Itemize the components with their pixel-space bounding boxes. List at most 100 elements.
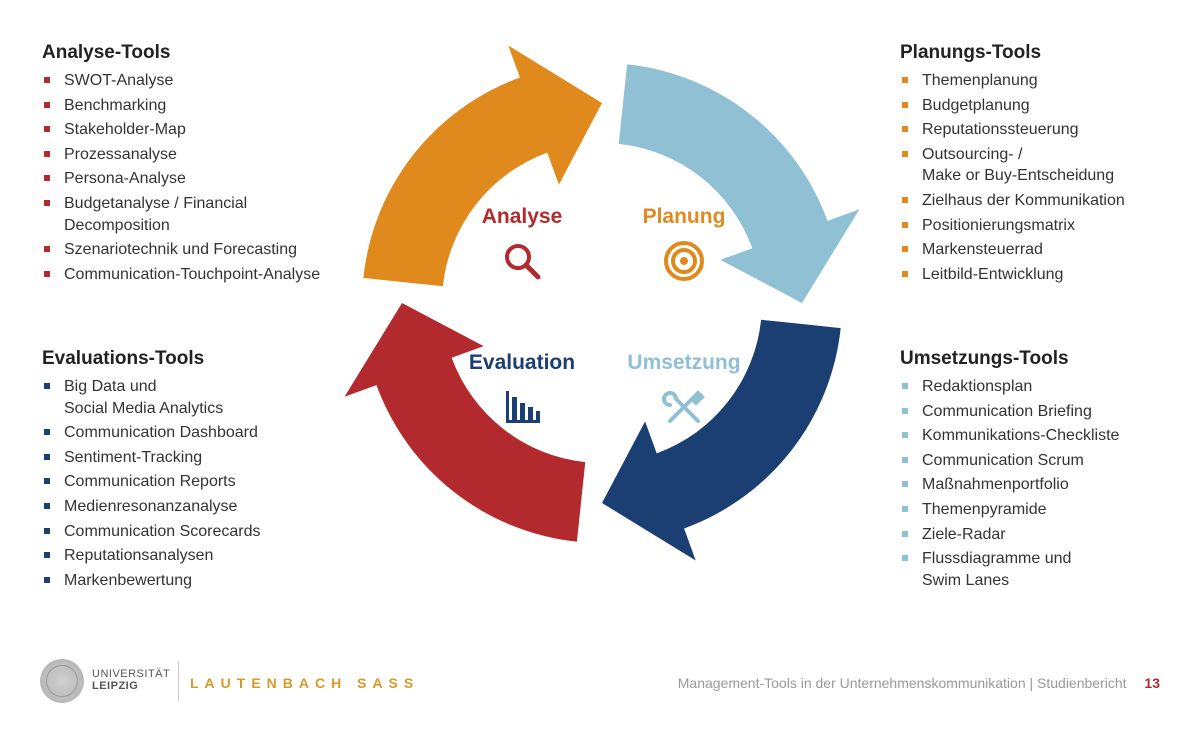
list-item: Outsourcing- / Make or Buy-Entscheidung — [900, 144, 1170, 187]
list-item-label: Reputationsanalysen — [64, 547, 213, 564]
list-item: Themenpyramide — [900, 499, 1170, 521]
bullet-icon — [902, 481, 908, 487]
list-item: SWOT-Analyse — [42, 70, 342, 92]
list-item: Budgetplanung — [900, 95, 1170, 117]
bullet-icon — [902, 197, 908, 203]
evaluation-tools-list: Big Data und Social Media Analytics Commu… — [42, 376, 342, 591]
list-item-label: Themenplanung — [922, 72, 1038, 89]
list-item-label: Maßnahmenportfolio — [922, 476, 1069, 493]
list-item: Sentiment-Tracking — [42, 447, 342, 469]
analyse-tools-block: Analyse-Tools SWOT-AnalyseBenchmarkingSt… — [42, 42, 342, 288]
list-item-label: Communication Reports — [64, 473, 236, 490]
bullet-icon — [902, 555, 908, 561]
list-item-label: Communication-Touchpoint-Analyse — [64, 266, 320, 283]
bullet-icon — [44, 175, 50, 181]
list-item-label: Benchmarking — [64, 97, 166, 114]
tools-icon — [662, 385, 706, 434]
list-item: Medienresonanzanalyse — [42, 496, 342, 518]
target-icon — [662, 239, 706, 288]
list-item: Themenplanung — [900, 70, 1170, 92]
list-item-label: Communication Scrum — [922, 452, 1084, 469]
list-item: Szenariotechnik und Forecasting — [42, 239, 342, 261]
list-item-label: Budgetplanung — [922, 97, 1030, 114]
slide: Analyse-Tools SWOT-AnalyseBenchmarkingSt… — [0, 0, 1200, 739]
footer-caption: Management-Tools in der Unternehmenskomm… — [678, 675, 1127, 691]
list-item: Communication Dashboard — [42, 422, 342, 444]
bullet-icon — [44, 246, 50, 252]
bullet-icon — [44, 454, 50, 460]
bullet-icon — [44, 77, 50, 83]
list-item: Leitbild-Entwicklung — [900, 264, 1170, 286]
university-logo: UNIVERSITÄT LEIPZIG — [40, 659, 170, 703]
list-item: Flussdiagramme und Swim Lanes — [900, 548, 1170, 591]
list-item-label: Medienresonanzanalyse — [64, 498, 237, 515]
bullet-icon — [44, 528, 50, 534]
bullet-icon — [44, 200, 50, 206]
list-item-label: Positionierungsmatrix — [922, 217, 1075, 234]
list-item-label: Kommunikations-Checkliste — [922, 427, 1119, 444]
list-item: Communication Briefing — [900, 401, 1170, 423]
list-item: Communication Scrum — [900, 450, 1170, 472]
list-item: Communication Scorecards — [42, 521, 342, 543]
umsetzung-tools-list: Redaktionsplan Communication Briefing Komm… — [900, 376, 1170, 591]
footer-caption-block: Management-Tools in der Unternehmenskomm… — [678, 675, 1160, 691]
list-item: Communication Reports — [42, 471, 342, 493]
list-item-label: Redaktionsplan — [922, 378, 1032, 395]
bullet-icon — [44, 151, 50, 157]
university-line2: LEIPZIG — [92, 681, 170, 693]
bullet-icon — [902, 383, 908, 389]
bullet-icon — [902, 531, 908, 537]
list-item-label: Zielhaus der Kommunikation — [922, 192, 1125, 209]
list-item-label: Prozessanalyse — [64, 146, 177, 163]
list-item: Markensteuerrad — [900, 239, 1170, 261]
bullet-icon — [44, 577, 50, 583]
cycle-svg — [342, 43, 862, 563]
list-item-label: Persona-Analyse — [64, 170, 186, 187]
list-item-label: Themenpyramide — [922, 501, 1047, 518]
list-item-label: Big Data und Social Media Analytics — [64, 378, 223, 417]
bullet-icon — [902, 457, 908, 463]
bullet-icon — [44, 478, 50, 484]
list-item: Ziele-Radar — [900, 524, 1170, 546]
bullet-icon — [44, 503, 50, 509]
list-item: Positionierungsmatrix — [900, 215, 1170, 237]
bullet-icon — [44, 383, 50, 389]
cycle-arrow-analyse — [345, 303, 586, 542]
bullet-icon — [44, 102, 50, 108]
list-item-label: Reputationssteuerung — [922, 121, 1079, 138]
list-item-label: Markenbewertung — [64, 572, 192, 589]
list-item: Communication-Touchpoint-Analyse — [42, 264, 342, 286]
bullet-icon — [44, 271, 50, 277]
list-item: Redaktionsplan — [900, 376, 1170, 398]
list-item-label: SWOT-Analyse — [64, 72, 173, 89]
bullet-icon — [902, 271, 908, 277]
list-item-label: Szenariotechnik und Forecasting — [64, 241, 297, 258]
page-number: 13 — [1144, 675, 1160, 691]
planung-tools-block: Planungs-Tools ThemenplanungBudgetplanun… — [900, 42, 1170, 288]
list-item: Benchmarking — [42, 95, 342, 117]
list-item: Markenbewertung — [42, 570, 342, 592]
bullet-icon — [902, 246, 908, 252]
bullet-icon — [902, 408, 908, 414]
list-item-label: Communication Dashboard — [64, 424, 258, 441]
university-name: UNIVERSITÄT LEIPZIG — [92, 669, 170, 692]
list-item: Reputationsanalysen — [42, 545, 342, 567]
university-seal-icon — [40, 659, 84, 703]
analyse-tools-heading: Analyse-Tools — [42, 42, 342, 64]
list-item-label: Budgetanalyse / Financial Decomposition — [64, 195, 247, 234]
bullet-icon — [902, 126, 908, 132]
footer: UNIVERSITÄT LEIPZIG LAUTENBACH SASS Mana… — [0, 679, 1200, 739]
brand-label: LAUTENBACH SASS — [190, 675, 419, 691]
list-item: Reputationssteuerung — [900, 119, 1170, 141]
evaluation-label: Evaluation — [452, 351, 592, 375]
cycle-arrow-umsetzung — [619, 64, 860, 303]
cycle-arrow-planung — [363, 46, 602, 287]
analyse-tools-list: SWOT-AnalyseBenchmarkingStakeholder-MapP… — [42, 70, 342, 285]
analyse-label: Analyse — [452, 205, 592, 229]
magnifier-icon — [500, 239, 544, 288]
list-item-label: Markensteuerrad — [922, 241, 1043, 258]
planung-label: Planung — [614, 205, 754, 229]
list-item: Prozessanalyse — [42, 144, 342, 166]
list-item-label: Communication Briefing — [922, 403, 1092, 420]
umsetzung-label: Umsetzung — [614, 351, 754, 375]
